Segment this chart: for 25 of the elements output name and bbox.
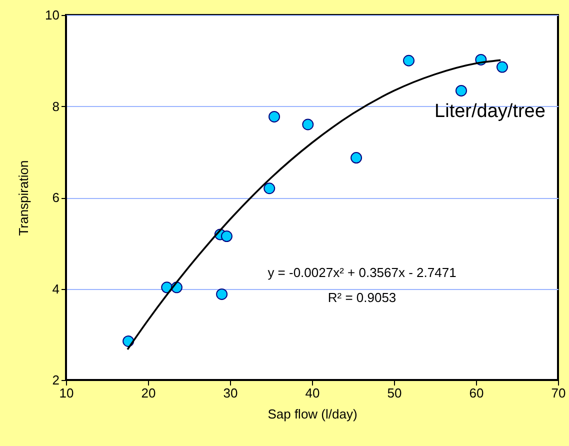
point: [302, 118, 314, 130]
y-tick-label: 4: [52, 281, 60, 296]
point: [350, 152, 362, 164]
annotation: R² = 0.9053: [328, 290, 396, 305]
y-axis-title: Transpiration: [16, 160, 32, 236]
point: [403, 54, 415, 66]
x-axis-title: Sap flow (l/day): [268, 406, 358, 422]
point: [264, 182, 276, 194]
point: [220, 230, 232, 242]
annotation: y = -0.0027x² + 0.3567x - 2.7471: [268, 265, 456, 280]
x-tick-label: 40: [305, 386, 320, 400]
x-tick-label: 50: [387, 386, 402, 400]
y-tick-label: 6: [52, 190, 60, 205]
point: [496, 61, 508, 73]
x-tick-label: 60: [469, 386, 484, 400]
point: [216, 288, 228, 300]
y-tick-label: 2: [52, 372, 60, 388]
y-tick-label: 10: [45, 8, 60, 22]
x-tick-label: 30: [223, 386, 238, 400]
point: [455, 85, 467, 96]
point: [268, 111, 280, 122]
x-tick-label: 70: [551, 386, 566, 400]
x-tick-label: 20: [141, 386, 156, 400]
annotation: Liter/day/tree: [434, 101, 546, 122]
y-tick-label: 8: [52, 98, 60, 114]
